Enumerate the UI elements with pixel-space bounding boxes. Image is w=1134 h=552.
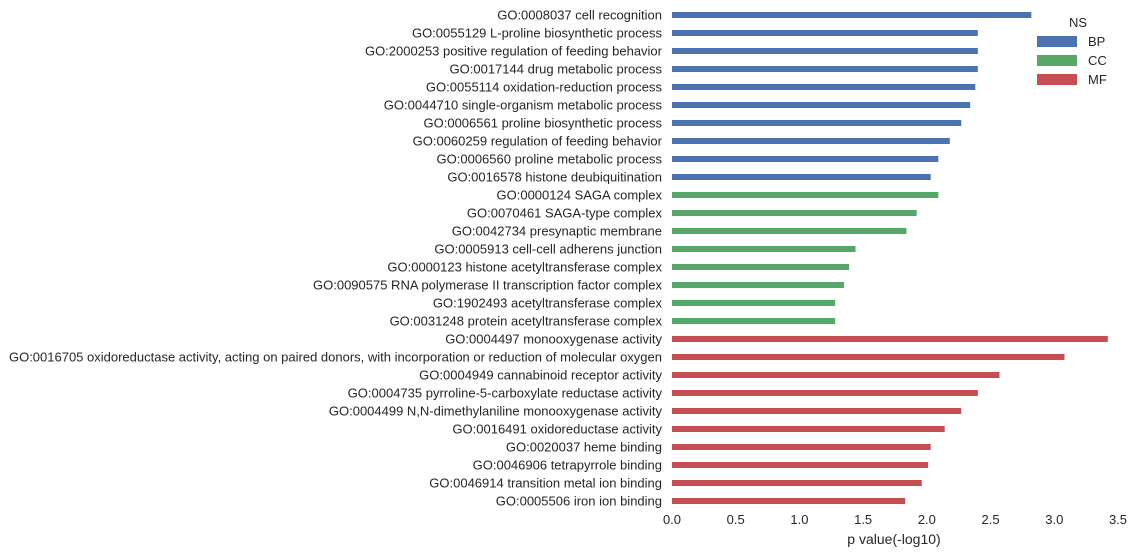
category-label: GO:0055129 L-proline biosynthetic proces…	[412, 26, 663, 41]
category-label: GO:0005506 iron ion binding	[496, 494, 662, 509]
category-label: GO:2000253 positive regulation of feedin…	[365, 44, 663, 59]
category-label: GO:0017144 drug metabolic process	[450, 62, 663, 77]
bar-bp	[672, 30, 978, 36]
legend: NS BP CC MF	[1037, 15, 1107, 87]
category-label: GO:0006560 proline metabolic process	[437, 152, 663, 167]
legend-label-cc: CC	[1088, 53, 1107, 68]
legend-label-bp: BP	[1088, 34, 1105, 49]
category-label: GO:0031248 protein acetyltransferase com…	[390, 314, 663, 329]
bar-mf	[672, 408, 962, 414]
x-tick-label: 3.0	[1045, 512, 1063, 527]
bar-mf	[672, 498, 906, 504]
category-label: GO:0046906 tetrapyrrole binding	[473, 458, 662, 473]
bar-mf	[672, 390, 978, 396]
category-label: GO:0008037 cell recognition	[497, 8, 662, 23]
bar-cc	[672, 246, 856, 252]
legend-swatch-bp	[1037, 36, 1077, 47]
bar-cc	[672, 210, 917, 216]
x-tick-label: 1.5	[854, 512, 872, 527]
category-label: GO:0060259 regulation of feeding behavio…	[413, 134, 663, 149]
bar-mf	[672, 354, 1065, 360]
category-label: GO:1902493 acetyltransferase complex	[433, 296, 663, 311]
category-label: GO:0004949 cannabinoid receptor activity	[419, 368, 662, 383]
category-label: GO:0090575 RNA polymerase II transcripti…	[313, 278, 662, 293]
bar-cc	[672, 300, 836, 306]
category-label: GO:0044710 single-organism metabolic pro…	[384, 98, 663, 113]
category-label: GO:0005913 cell-cell adherens junction	[434, 242, 662, 257]
category-label: GO:0016491 oxidoreductase activity	[452, 422, 662, 437]
category-label: GO:0046914 transition metal ion binding	[429, 476, 662, 491]
x-axis-ticks: 0.0 0.5 1.0 1.5 2.0 2.5 3.0 3.5	[663, 512, 1127, 527]
x-tick-label: 1.0	[790, 512, 808, 527]
legend-swatch-cc	[1037, 55, 1077, 66]
category-label: GO:0004499 N,N-dimethylaniline monooxyge…	[329, 404, 663, 419]
category-label: GO:0070461 SAGA-type complex	[467, 206, 663, 221]
legend-entries: BP CC MF	[1037, 34, 1107, 87]
bar-mf	[672, 372, 1000, 378]
category-label: GO:0016705 oxidoreductase activity, acti…	[9, 350, 662, 365]
x-tick-label: 3.5	[1109, 512, 1127, 527]
bar-bp	[672, 66, 978, 72]
category-label: GO:0000124 SAGA complex	[497, 188, 663, 203]
bar-group	[672, 12, 1108, 504]
category-label: GO:0016578 histone deubiquitination	[447, 170, 662, 185]
bar-cc	[672, 228, 907, 234]
bar-mf	[672, 462, 929, 468]
category-label: GO:0020037 heme binding	[506, 440, 662, 455]
bar-mf	[672, 444, 931, 450]
bar-mf	[672, 426, 945, 432]
x-axis-label: p value(-log10)	[847, 531, 940, 547]
category-labels: GO:0008037 cell recognition GO:0055129 L-…	[9, 8, 663, 509]
x-tick-label: 0.5	[727, 512, 745, 527]
legend-label-mf: MF	[1088, 72, 1107, 87]
bar-cc	[672, 192, 939, 198]
bar-bp	[672, 84, 976, 90]
category-label: GO:0006561 proline biosynthetic process	[424, 116, 663, 131]
legend-title: NS	[1069, 15, 1087, 30]
category-label: GO:0004735 pyrroline-5-carboxylate reduc…	[348, 386, 663, 401]
x-tick-label: 2.0	[918, 512, 936, 527]
bar-cc	[672, 318, 836, 324]
category-label: GO:0000123 histone acetyltransferase com…	[387, 260, 662, 275]
category-label: GO:0055114 oxidation-reduction process	[426, 80, 663, 95]
category-label: GO:0042734 presynaptic membrane	[452, 224, 662, 239]
bar-bp	[672, 48, 978, 54]
x-tick-label: 2.5	[982, 512, 1000, 527]
bar-mf	[672, 480, 922, 486]
bar-bp	[672, 102, 971, 108]
bar-mf	[672, 336, 1108, 342]
bar-cc	[672, 264, 850, 270]
bar-bp	[672, 12, 1032, 18]
category-label: GO:0004497 monooxygenase activity	[445, 332, 662, 347]
x-tick-label: 0.0	[663, 512, 681, 527]
bar-cc	[672, 282, 845, 288]
bar-bp	[672, 174, 931, 180]
bar-bp	[672, 138, 950, 144]
bar-bp	[672, 120, 962, 126]
bar-bp	[672, 156, 939, 162]
legend-swatch-mf	[1037, 74, 1077, 85]
